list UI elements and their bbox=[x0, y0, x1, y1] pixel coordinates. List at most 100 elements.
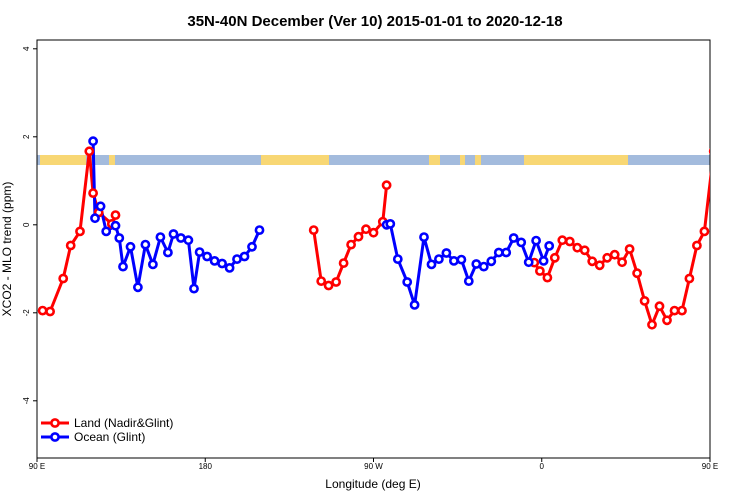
y-tick-label: 0 bbox=[22, 222, 31, 227]
ocean-data-point bbox=[426, 259, 437, 270]
ocean-data-point bbox=[523, 257, 534, 268]
ocean-data-point bbox=[224, 262, 235, 273]
ocean-data-point bbox=[486, 256, 497, 267]
y-tick-label: -4 bbox=[22, 397, 31, 405]
ocean-data-point bbox=[385, 218, 396, 229]
ocean-data-point bbox=[162, 247, 173, 258]
ocean-data-point bbox=[239, 251, 250, 262]
land-data-point bbox=[45, 306, 55, 317]
ocean-data-point bbox=[744, 263, 750, 270]
x-tick-label: 90 E bbox=[702, 462, 718, 471]
ocean-data-point bbox=[247, 241, 257, 252]
land-data-point bbox=[564, 236, 575, 247]
land-data-point bbox=[316, 276, 327, 286]
land-data-point bbox=[84, 146, 95, 157]
ocean-data-point bbox=[209, 255, 220, 266]
x-tick-label: 90 E bbox=[29, 462, 45, 471]
ocean-data-point bbox=[501, 247, 512, 258]
ocean-data-point bbox=[147, 259, 158, 270]
ocean-data-point bbox=[463, 276, 474, 286]
land-data-point bbox=[368, 227, 379, 238]
land-data-point bbox=[542, 272, 553, 283]
land-data-point bbox=[708, 148, 710, 155]
ocean-data-point bbox=[232, 254, 242, 264]
land-data-point bbox=[669, 305, 680, 316]
ocean-data-point bbox=[531, 235, 541, 246]
ocean-data-point bbox=[183, 235, 194, 246]
land-data-point bbox=[579, 245, 590, 256]
x-tick-label: 90 W bbox=[364, 462, 383, 471]
land-data-point bbox=[75, 226, 85, 237]
land-data-point bbox=[331, 277, 341, 287]
ocean-data-point bbox=[544, 240, 555, 251]
land-data-point bbox=[733, 220, 740, 227]
ocean-data-point bbox=[88, 136, 98, 147]
land-data-point bbox=[639, 295, 650, 306]
land-data-point bbox=[647, 319, 657, 330]
land-data-point bbox=[632, 268, 642, 279]
land-data-point bbox=[684, 273, 695, 284]
land-data-point bbox=[714, 190, 721, 197]
ocean-data-point bbox=[419, 232, 429, 242]
ocean-band-segment bbox=[465, 155, 475, 165]
land-data-point bbox=[557, 235, 568, 246]
ocean-data-point bbox=[125, 241, 136, 252]
ocean-data-point bbox=[441, 248, 452, 258]
y-tick-label: -2 bbox=[22, 309, 31, 317]
ocean-data-point bbox=[409, 299, 420, 310]
legend-land-label: Land (Nadir&Glint) bbox=[74, 416, 173, 430]
ocean-data-point bbox=[727, 228, 734, 235]
land-data-point bbox=[662, 315, 672, 326]
land-data-point bbox=[361, 224, 371, 235]
x-tick-label: 180 bbox=[199, 462, 213, 471]
legend: Land (Nadir&Glint) Ocean (Glint) bbox=[41, 416, 173, 444]
land-data-point bbox=[58, 273, 69, 284]
ocean-data-point bbox=[217, 258, 227, 269]
land-data-point bbox=[624, 244, 635, 254]
ocean-data-point bbox=[392, 254, 403, 264]
ocean-data-point bbox=[189, 283, 199, 294]
ocean-data-point bbox=[448, 255, 459, 266]
land-data-point bbox=[323, 280, 334, 291]
land-data-point bbox=[699, 226, 710, 237]
land-data-point bbox=[338, 258, 349, 268]
ocean-band-segment bbox=[628, 155, 710, 165]
ocean-data-point bbox=[740, 234, 747, 241]
land-data-point bbox=[37, 305, 48, 316]
land-data-point bbox=[549, 252, 560, 263]
land-data-point bbox=[654, 301, 665, 312]
land-data-point bbox=[535, 266, 545, 276]
ocean-data-point bbox=[471, 259, 482, 269]
ocean-data-point bbox=[202, 251, 212, 262]
x-axis-label: Longitude (deg E) bbox=[325, 477, 420, 491]
ocean-data-point bbox=[155, 232, 166, 242]
ocean-data-point bbox=[402, 277, 413, 287]
legend-ocean-marker bbox=[50, 432, 60, 442]
legend-ocean-label: Ocean (Glint) bbox=[74, 430, 145, 444]
x-axis: 90 E 180 90 W 0 90 E bbox=[29, 458, 718, 471]
land-data-point bbox=[381, 180, 392, 191]
y-tick-label: 2 bbox=[22, 134, 31, 139]
ocean-data-point bbox=[175, 233, 186, 243]
land-series-line bbox=[41, 149, 117, 313]
land-data-point bbox=[602, 252, 613, 263]
ocean-data-point bbox=[433, 254, 444, 264]
ocean-band-segment bbox=[115, 155, 261, 165]
ocean-data-point bbox=[110, 220, 121, 231]
ocean-data-point bbox=[714, 215, 721, 222]
ocean-data-point bbox=[516, 237, 527, 248]
surface-band bbox=[37, 155, 710, 165]
land-data-point bbox=[110, 210, 121, 220]
ocean-data-point bbox=[712, 138, 719, 145]
land-data-point bbox=[617, 257, 627, 268]
land-data-point bbox=[692, 240, 702, 251]
ocean-data-point bbox=[132, 282, 143, 293]
land-data-point bbox=[346, 239, 356, 250]
land-data-point bbox=[720, 209, 727, 216]
land-data-point bbox=[65, 240, 76, 251]
land-data-point bbox=[594, 260, 605, 271]
ocean-data-point bbox=[140, 239, 151, 250]
y-tick-label: 4 bbox=[22, 46, 31, 51]
land-data-point bbox=[677, 305, 687, 316]
ocean-band-segment bbox=[86, 155, 109, 165]
